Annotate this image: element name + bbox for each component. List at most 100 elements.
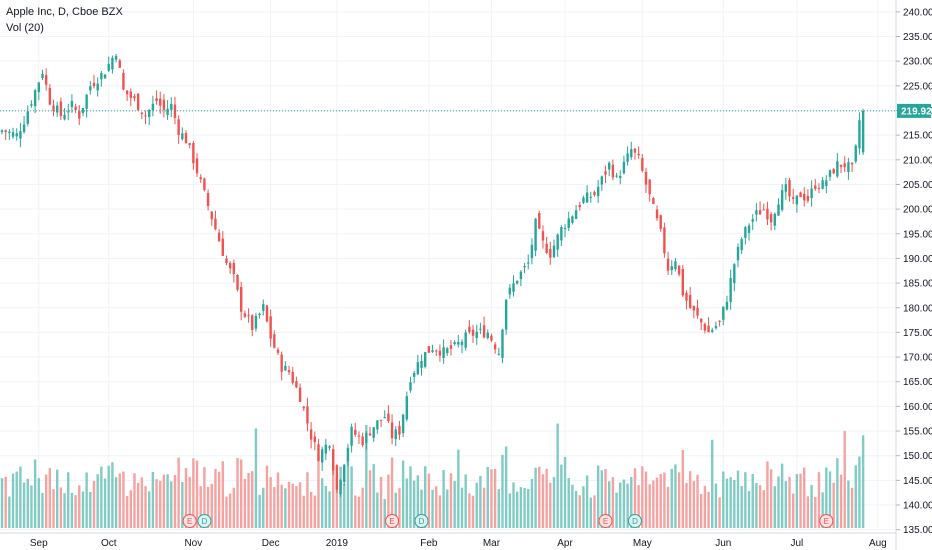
candle-body <box>839 164 843 167</box>
volume-bar <box>125 495 129 528</box>
earnings-event-marker[interactable]: E <box>819 514 834 528</box>
volume-bar <box>479 475 482 528</box>
candle-body <box>703 324 707 331</box>
volume-bar <box>328 491 331 528</box>
candle-body <box>247 315 250 317</box>
volume-bar <box>792 493 795 528</box>
candle-body <box>585 192 589 203</box>
volume-bar <box>70 492 74 528</box>
volume-bar <box>788 476 791 528</box>
volume-bar <box>92 480 96 528</box>
candle-body <box>725 301 729 310</box>
candle-body <box>70 100 74 108</box>
candle-body <box>379 419 383 421</box>
candle-body <box>136 93 140 111</box>
candle-body <box>309 429 313 440</box>
volume-bar <box>114 477 118 528</box>
volume-bar <box>361 487 364 528</box>
time-axis-label: Jul <box>790 538 803 549</box>
volume-bar <box>214 469 217 528</box>
volume-bar <box>37 478 40 528</box>
volume-bar <box>803 467 806 528</box>
volume-bar <box>567 477 570 528</box>
volume-bar <box>854 465 857 528</box>
volume-bar <box>714 483 718 528</box>
volume-bar <box>843 430 846 528</box>
candle-body <box>479 328 482 330</box>
candle-body <box>221 238 224 256</box>
volume-bar <box>766 461 769 528</box>
volume-bar <box>122 471 125 528</box>
volume-bar <box>251 471 254 528</box>
candle-body <box>350 426 353 446</box>
volume-bar <box>725 478 729 528</box>
earnings-event-marker[interactable]: E <box>385 514 400 528</box>
volume-bar <box>309 491 313 528</box>
volume-bar <box>387 474 390 528</box>
volume-bar <box>549 482 552 528</box>
candle-body <box>633 148 637 153</box>
volume-bar <box>195 460 199 528</box>
volume-bar <box>442 470 445 528</box>
candle-body <box>593 191 596 196</box>
volume-bar <box>184 468 188 528</box>
volume-bar <box>376 492 379 528</box>
volume-bar <box>585 475 589 528</box>
candle-body <box>155 98 158 102</box>
candle-body <box>435 350 438 352</box>
candle-body <box>722 306 725 320</box>
volume-bar <box>313 495 316 528</box>
dividend-event-marker[interactable]: D <box>627 514 642 528</box>
price-axis[interactable]: 240.00235.00230.00225.00220.00215.00210.… <box>895 0 932 550</box>
volume-bar <box>630 476 633 528</box>
candle-body <box>129 91 132 98</box>
last-price-tag-label: 219.92 <box>901 106 932 117</box>
volume-bar <box>276 472 280 528</box>
candle-body <box>111 57 114 70</box>
candle-body <box>243 313 247 317</box>
volume-bar <box>350 466 353 528</box>
volume-bar <box>170 481 173 528</box>
candle-body <box>777 204 780 216</box>
volume-bar <box>501 454 504 528</box>
volume-bar <box>188 476 191 528</box>
candle-body <box>471 329 475 336</box>
candle-body <box>758 210 762 215</box>
candle-body <box>280 354 283 372</box>
candle-body <box>652 198 655 204</box>
volume-bar <box>335 474 339 528</box>
volume-bar <box>453 480 456 528</box>
event-marker-label: D <box>632 517 638 526</box>
time-axis[interactable]: Sep Oct Nov Dec 2019 Feb Mar Apr May Jun Jul Aug <box>0 532 896 549</box>
symbol-title[interactable]: Apple Inc, D, Cboe BZX <box>6 6 123 18</box>
candle-body <box>438 350 442 356</box>
candle-body <box>368 433 372 436</box>
dividend-event-marker[interactable]: D <box>197 514 212 528</box>
earnings-event-marker[interactable]: E <box>182 514 197 528</box>
candle-body <box>828 170 832 177</box>
candle-body <box>140 112 144 114</box>
earnings-event-marker[interactable]: E <box>598 514 613 528</box>
candle-body <box>460 341 464 345</box>
candle-body <box>718 320 721 322</box>
candle-body <box>409 382 412 391</box>
volume-indicator-label[interactable]: Vol (20) <box>6 22 44 34</box>
candle-body <box>740 239 743 251</box>
volume-bar <box>696 474 699 528</box>
time-axis-label: Feb <box>420 538 438 549</box>
volume-bar <box>523 488 526 528</box>
candle-body <box>541 231 545 241</box>
candle-body <box>412 373 416 377</box>
candle-body <box>339 479 342 495</box>
volume-bar <box>287 481 291 528</box>
price-axis-label: 175.00 <box>903 328 932 339</box>
dividend-event-marker[interactable]: D <box>414 514 429 528</box>
candle-body <box>799 192 802 198</box>
volume-bar <box>817 472 821 528</box>
price-axis-label: 180.00 <box>903 303 932 314</box>
volume-bar <box>563 456 567 528</box>
volume-bar <box>806 496 810 528</box>
candlesticks <box>0 53 865 498</box>
